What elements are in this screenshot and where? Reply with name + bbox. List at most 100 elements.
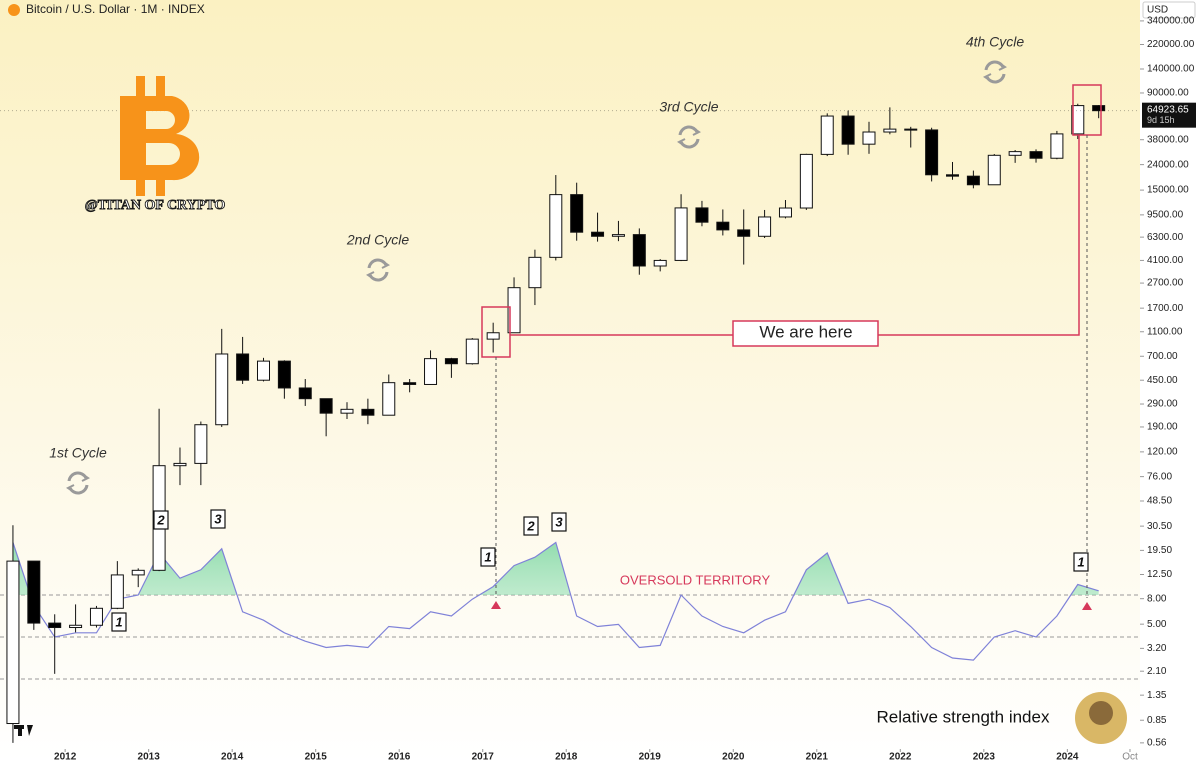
icon-arrow	[677, 138, 686, 147]
marker-label: 2	[526, 518, 535, 533]
candle-body	[298, 387, 312, 400]
currency[interactable]: USD	[1147, 5, 1168, 16]
candle-body	[424, 358, 438, 385]
candle-body	[194, 424, 208, 464]
bitcoin-logo	[120, 76, 200, 196]
y-tick-label: 1100.00	[1147, 326, 1183, 337]
x-tick-label: Oct	[1122, 752, 1138, 762]
marker-box	[210, 509, 226, 529]
candle-body	[236, 353, 250, 381]
candle-body	[277, 360, 291, 389]
candle-body	[966, 175, 980, 186]
marker-box	[111, 612, 127, 632]
candle-body	[340, 408, 354, 414]
cycle-icon	[983, 60, 1007, 84]
candle-body	[987, 154, 1001, 186]
icon-arrow	[66, 484, 75, 493]
y-tick-label: 24000.00	[1147, 159, 1189, 170]
x-tick-label: 2023	[973, 752, 996, 762]
y-tick-label: 5.00	[1147, 619, 1167, 630]
signal-arrow	[491, 601, 501, 609]
x-tick-label: 2018	[555, 752, 578, 762]
callout-box	[732, 320, 879, 347]
candle-body	[611, 234, 625, 237]
candle-body	[653, 259, 667, 267]
x-tick-label: 2020	[722, 752, 745, 762]
candle-body	[486, 332, 500, 340]
candle-body	[820, 115, 834, 155]
y-tick-label: 450.00	[1147, 375, 1178, 386]
candle-body	[403, 382, 417, 385]
candle-body	[925, 129, 939, 176]
currency-box[interactable]	[1142, 1, 1196, 19]
signal-arrow	[1082, 602, 1092, 610]
y-tick-label: 76.00	[1147, 471, 1172, 482]
candle-body	[716, 221, 730, 231]
x-tick-label: 2024	[1056, 752, 1079, 762]
y-tick-label: 30.50	[1147, 521, 1172, 532]
x-tick-label: 2021	[806, 752, 829, 762]
candle-body	[173, 462, 187, 467]
cycle-icon	[366, 258, 390, 282]
candle-body	[862, 131, 876, 145]
y-tick-label: 190.00	[1147, 422, 1178, 433]
candle-body	[758, 216, 772, 237]
candle-body	[695, 207, 709, 223]
candle-body	[382, 382, 396, 416]
candle-body	[215, 353, 229, 426]
marker-label: 3	[214, 511, 222, 526]
candle-body	[632, 234, 646, 267]
candle-body	[27, 560, 41, 624]
plot	[0, 103, 1140, 743]
cycle-label: 3rd Cycle	[659, 99, 718, 115]
marker-box	[1073, 552, 1089, 572]
icon-arrow	[983, 73, 992, 82]
tv-logo	[14, 725, 33, 736]
zone-label: OVERSOLD TERRITORY	[620, 572, 771, 587]
y-tick-label: 15000.00	[1147, 185, 1189, 196]
candle-body	[1050, 133, 1064, 159]
icon-arrow	[366, 271, 375, 280]
price-label-box	[1142, 102, 1196, 128]
last-price: 64923.65	[1147, 104, 1189, 115]
candle-body	[319, 398, 333, 414]
y-tick-label: 220000.00	[1147, 39, 1195, 50]
y-tick-label: 340000.00	[1147, 16, 1195, 27]
y-tick-label: 6300.00	[1147, 232, 1184, 243]
candle-body	[778, 207, 792, 218]
candle-body	[737, 229, 751, 237]
candle-body	[507, 287, 521, 334]
candle-body	[883, 128, 897, 133]
candle-body	[256, 360, 270, 381]
x-tick-label: 2014	[221, 752, 244, 762]
x-tick-label: 2016	[388, 752, 411, 762]
marker-box	[523, 516, 539, 536]
candle-body	[1071, 105, 1085, 135]
cycle-label: 4th Cycle	[966, 34, 1025, 50]
candle-body	[799, 153, 813, 209]
candle-body	[1008, 151, 1022, 156]
x-tick-label: 2012	[54, 752, 77, 762]
marker-box	[480, 547, 496, 567]
y-tick-label: 2700.00	[1147, 278, 1184, 289]
avatar-face	[1089, 701, 1113, 725]
candle-body	[674, 207, 688, 261]
candle-body	[549, 194, 563, 258]
candle-body	[1092, 105, 1106, 112]
icon-arrow	[381, 260, 390, 269]
candle-body	[89, 607, 103, 626]
marker-label: 1	[1077, 554, 1084, 569]
x-tick-label: 2022	[889, 752, 912, 762]
candle-body	[131, 569, 145, 576]
candle-body	[48, 622, 62, 629]
marker-label: 3	[555, 514, 563, 529]
y-tick-label: 1.35	[1147, 690, 1167, 701]
candle-body	[361, 408, 375, 416]
cycle-icon	[677, 125, 701, 149]
y-tick-label: 4100.00	[1147, 255, 1184, 266]
marker-box	[153, 510, 169, 530]
candle-body	[841, 115, 855, 145]
y-tick-label: 290.00	[1147, 399, 1178, 410]
symbol-icon	[8, 4, 20, 16]
marker-label: 1	[115, 614, 122, 629]
